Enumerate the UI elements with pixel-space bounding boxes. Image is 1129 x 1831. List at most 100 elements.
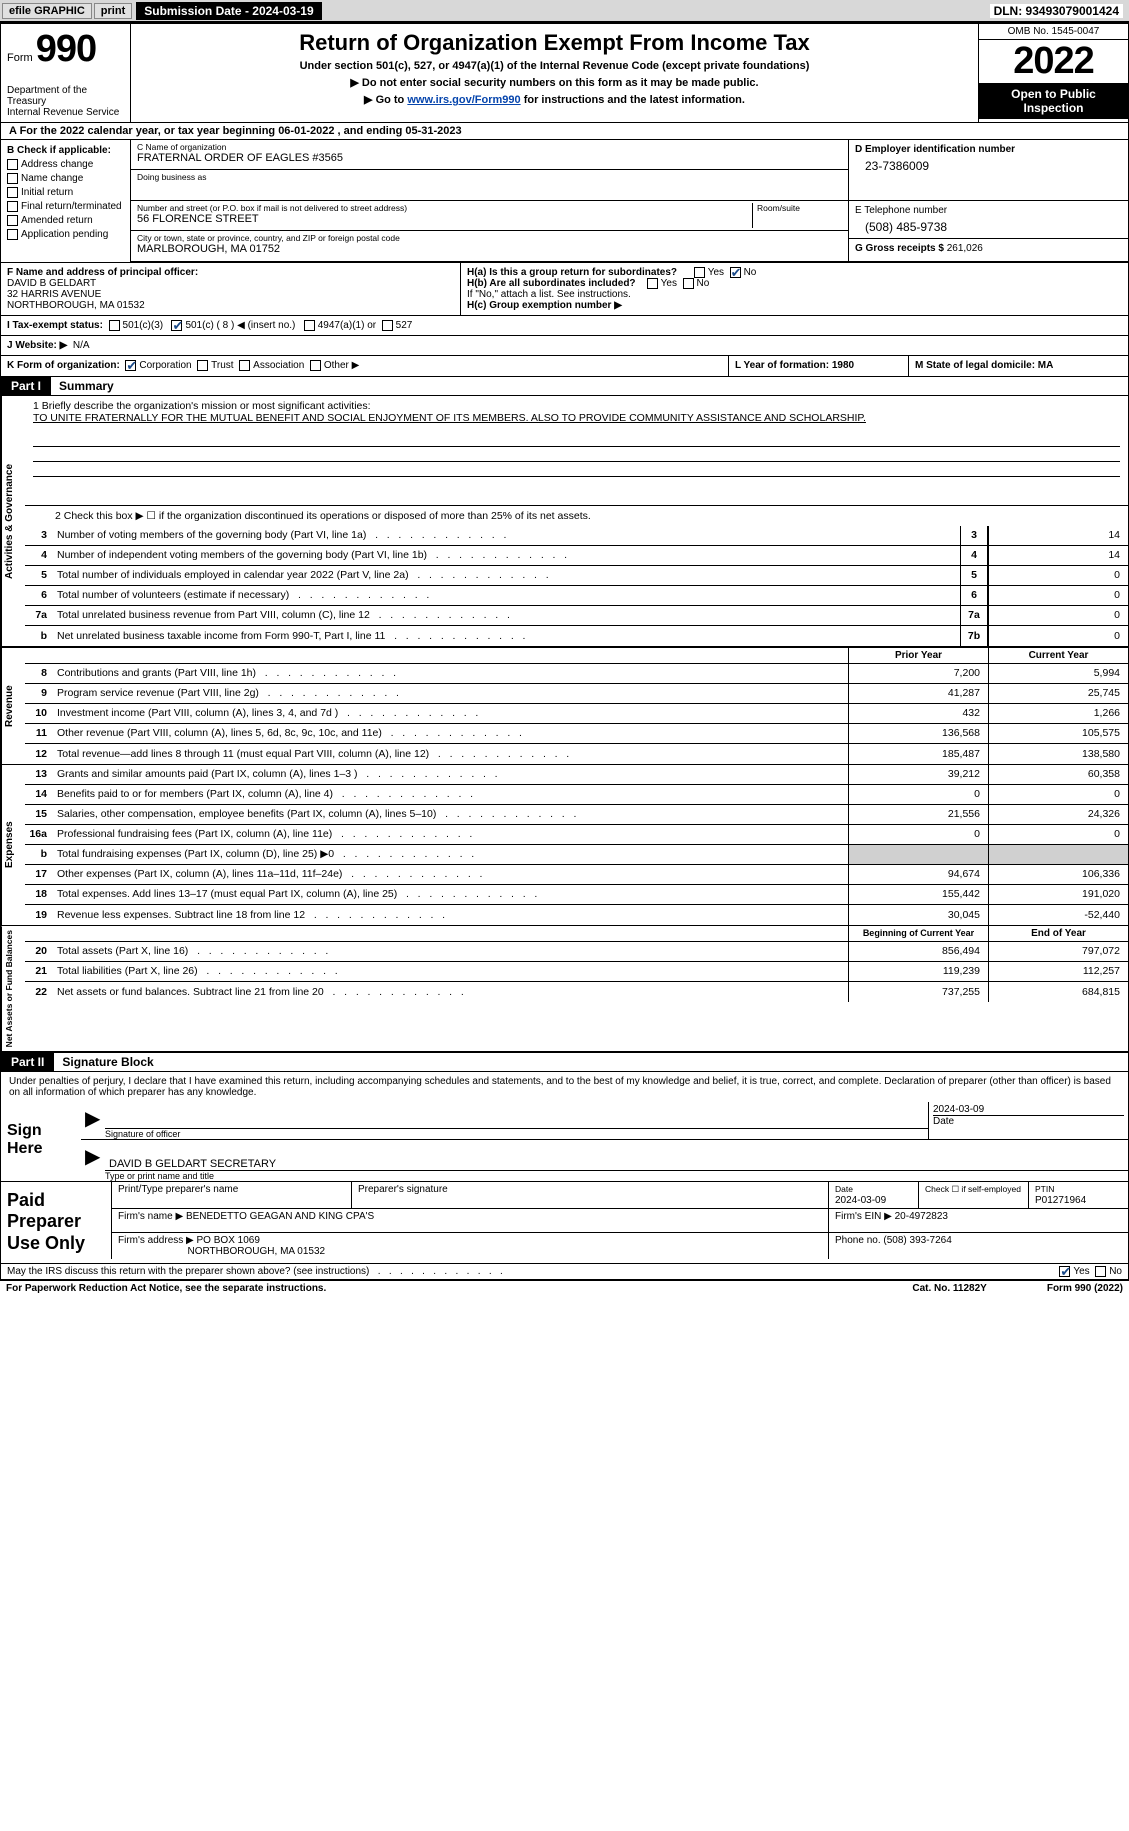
gross-value: 261,026 [947, 243, 983, 254]
arrow-icon-2: ▶ [81, 1140, 101, 1181]
chk-final-return[interactable]: Final return/terminated [7, 200, 124, 214]
prep-selfemp[interactable]: Check ☐ if self-employed [918, 1182, 1028, 1208]
phone-label: Phone no. [835, 1235, 881, 1246]
gross-box: G Gross receipts $ 261,026 [849, 239, 1128, 258]
line2-row: 2 Check this box ▶ ☐ if the organization… [25, 506, 1128, 526]
opt-trust[interactable]: Trust [211, 361, 233, 372]
cat-no: Cat. No. 11282Y [912, 1283, 986, 1294]
summary-row: 9Program service revenue (Part VIII, lin… [25, 684, 1128, 704]
preparer-block: Paid Preparer Use Only Print/Type prepar… [0, 1182, 1129, 1264]
ha-no[interactable]: No [744, 267, 757, 278]
activities-section: Activities & Governance 1 Briefly descri… [0, 396, 1129, 648]
summary-row: bNet unrelated business taxable income f… [25, 626, 1128, 646]
city-value: MARLBOROUGH, MA 01752 [137, 243, 842, 255]
org-name-label: C Name of organization [137, 142, 842, 152]
opt-corp[interactable]: Corporation [139, 361, 191, 372]
tel-value: (508) 485-9738 [865, 220, 1122, 234]
officer-box: F Name and address of principal officer:… [1, 263, 461, 315]
tel-label: E Telephone number [855, 205, 947, 216]
form-header: Form 990 Department of the Treasury Inte… [0, 22, 1129, 123]
summary-row: 21Total liabilities (Part X, line 26)119… [25, 962, 1128, 982]
dept-label: Department of the Treasury Internal Reve… [7, 85, 124, 118]
city-box: City or town, state or province, country… [131, 231, 848, 261]
sign-block: Sign Here ▶ Signature of officer 2024-03… [0, 1102, 1129, 1182]
website-label: J Website: ▶ [7, 340, 67, 351]
irs-link[interactable]: www.irs.gov/Form990 [407, 94, 520, 106]
officer-name: DAVID B GELDART [7, 278, 96, 289]
form-org-row: K Form of organization: Corporation Trus… [0, 356, 1129, 376]
year-formation: L Year of formation: 1980 [728, 356, 908, 375]
street-label: Number and street (or P.O. box if mail i… [137, 203, 752, 213]
opt-501c[interactable]: 501(c) ( 8 ) ◀ (insert no.) [185, 320, 295, 331]
name-title-label: Type or print name and title [105, 1170, 1128, 1181]
hdr-prior-year: Prior Year [848, 648, 988, 663]
group-return-box: H(a) Is this a group return for subordin… [461, 263, 1128, 315]
summary-row: 17Other expenses (Part IX, column (A), l… [25, 865, 1128, 885]
ssn-warning: ▶ Do not enter social security numbers o… [139, 76, 970, 89]
opt-501c3[interactable]: 501(c)(3) [123, 320, 164, 331]
goto-suffix: for instructions and the latest informat… [521, 94, 745, 106]
vtab-revenue: Revenue [1, 648, 25, 764]
chk-app-pending[interactable]: Application pending [7, 228, 124, 242]
prep-date: 2024-03-09 [835, 1195, 886, 1206]
firmaddr-label: Firm's address ▶ [118, 1235, 194, 1246]
may-irs-text: May the IRS discuss this return with the… [7, 1266, 503, 1277]
summary-row: 22Net assets or fund balances. Subtract … [25, 982, 1128, 1002]
expenses-section: Expenses 13Grants and similar amounts pa… [0, 765, 1129, 926]
opt-assoc[interactable]: Association [253, 361, 304, 372]
mission-label: 1 Briefly describe the organization's mi… [33, 400, 371, 412]
prep-name-label: Print/Type preparer's name [118, 1184, 238, 1195]
opt-other[interactable]: Other ▶ [324, 361, 359, 372]
formorg-label: K Form of organization: [7, 361, 120, 372]
summary-row: 12Total revenue—add lines 8 through 11 (… [25, 744, 1128, 764]
sign-here-label: Sign Here [1, 1102, 81, 1181]
goto-prefix: ▶ Go to [364, 94, 407, 106]
vtab-activities: Activities & Governance [1, 396, 25, 646]
firmaddr2: NORTHBOROUGH, MA 01532 [187, 1246, 325, 1257]
form-id-box: Form 990 Department of the Treasury Inte… [1, 24, 131, 122]
org-name-value: FRATERNAL ORDER OF EAGLES #3565 [137, 152, 842, 164]
ein-box: D Employer identification number 23-7386… [849, 140, 1128, 177]
sig-date-box: 2024-03-09 Date [928, 1102, 1128, 1139]
revenue-section: Revenue Prior Year Current Year 8Contrib… [0, 648, 1129, 765]
dba-label: Doing business as [137, 172, 842, 182]
prep-sig-label: Preparer's signature [358, 1184, 448, 1195]
summary-row: 8Contributions and grants (Part VIII, li… [25, 664, 1128, 684]
officer-addr2: NORTHBOROUGH, MA 01532 [7, 300, 145, 311]
row-a-taxyear: A For the 2022 calendar year, or tax yea… [0, 123, 1129, 140]
submission-date: Submission Date - 2024-03-19 [136, 2, 321, 20]
org-name-box: C Name of organization FRATERNAL ORDER O… [131, 140, 848, 170]
firmein-value: 20-4972823 [895, 1211, 948, 1222]
na-header: Beginning of Current Year End of Year [25, 926, 1128, 942]
summary-row: bTotal fundraising expenses (Part IX, co… [25, 845, 1128, 865]
chk-address-change[interactable]: Address change [7, 158, 124, 172]
ein-label: D Employer identification number [855, 144, 1015, 155]
summary-row: 7aTotal unrelated business revenue from … [25, 606, 1128, 626]
mission-box: 1 Briefly describe the organization's mi… [25, 396, 1128, 506]
hdr-eoy: End of Year [988, 926, 1128, 941]
part-i-tag: Part I [1, 377, 51, 395]
year-box: OMB No. 1545-0047 2022 Open to Public In… [978, 24, 1128, 122]
chk-name-change[interactable]: Name change [7, 172, 124, 186]
sig-date-value: 2024-03-09 [933, 1104, 1124, 1115]
may-yes-check[interactable] [1059, 1266, 1070, 1277]
summary-row: 14Benefits paid to or for members (Part … [25, 785, 1128, 805]
tax-status-row: I Tax-exempt status: 501(c)(3) 501(c) ( … [0, 316, 1129, 336]
open-to-public: Open to Public Inspection [979, 83, 1128, 119]
summary-row: 6Total number of volunteers (estimate if… [25, 586, 1128, 606]
opt-527[interactable]: 527 [396, 320, 413, 331]
pra-notice: For Paperwork Reduction Act Notice, see … [6, 1283, 912, 1294]
form-word: Form [7, 52, 33, 64]
hdr-boy: Beginning of Current Year [848, 926, 988, 941]
ha-yes[interactable]: Yes [708, 267, 724, 278]
opt-4947[interactable]: 4947(a)(1) or [318, 320, 376, 331]
firmname-value: BENEDETTO GEAGAN AND KING CPA'S [186, 1211, 374, 1222]
tel-box: E Telephone number (508) 485-9738 [849, 201, 1128, 239]
summary-row: 11Other revenue (Part VIII, column (A), … [25, 724, 1128, 744]
may-no-check[interactable] [1095, 1266, 1106, 1277]
print-button[interactable]: print [94, 3, 132, 19]
efile-button[interactable]: efile GRAPHIC [2, 3, 92, 19]
form-number: 990 [36, 28, 96, 70]
chk-initial-return[interactable]: Initial return [7, 186, 124, 200]
chk-amended[interactable]: Amended return [7, 214, 124, 228]
